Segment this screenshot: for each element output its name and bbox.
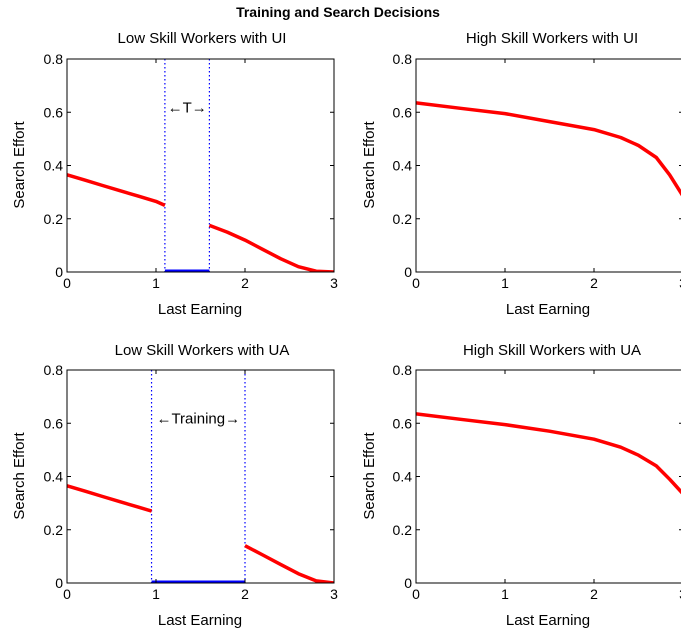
y-tick-label: 0.8	[393, 362, 413, 378]
y-tick-label: 0	[55, 575, 63, 591]
axes-box	[415, 369, 681, 584]
y-tick-label: 0.2	[44, 522, 64, 538]
plot-area	[416, 101, 681, 197]
plot-area	[67, 370, 334, 583]
x-tick-label: 2	[590, 586, 598, 602]
x-tick-label: 0	[63, 275, 71, 291]
y-tick-label: 0	[404, 575, 412, 591]
panel-title: High Skill Workers with UI	[466, 30, 638, 47]
x-tick-label: 3	[679, 275, 681, 291]
y-tick-label: 0.2	[44, 211, 64, 227]
panel-title: High Skill Workers with UA	[463, 342, 641, 359]
axes-box	[66, 58, 335, 273]
x-tick-label: 1	[152, 275, 160, 291]
x-axis-label: Last Earning	[506, 612, 590, 629]
y-tick-label: 0.4	[44, 469, 64, 485]
panel-high-skill-ui: High Skill Workers with UI Last Earning …	[361, 30, 681, 318]
x-tick-label: 0	[63, 586, 71, 602]
y-tick-label: 0.6	[393, 104, 413, 120]
x-tick-label: 0	[412, 275, 420, 291]
y-axis-label: Search Effort	[361, 121, 378, 209]
x-tick-label: 3	[330, 586, 338, 602]
plot-area	[67, 59, 334, 272]
y-axis-label: Search Effort	[11, 121, 28, 209]
panel-title: Low Skill Workers with UI	[118, 30, 287, 47]
search-effort-line-1	[416, 101, 681, 197]
search-effort-line-1	[67, 484, 153, 513]
search-effort-line-2	[208, 223, 334, 272]
x-axis-label: Last Earning	[158, 612, 242, 629]
x-tick-label: 1	[501, 275, 509, 291]
x-tick-label: 1	[152, 586, 160, 602]
x-tick-label: 2	[241, 275, 249, 291]
x-tick-label: 1	[501, 586, 509, 602]
figure-suptitle: Training and Search Decisions	[236, 4, 440, 20]
search-effort-line-2	[244, 544, 334, 583]
y-axis-label: Search Effort	[361, 432, 378, 520]
y-tick-label: 0.2	[393, 211, 413, 227]
y-tick-label: 0	[404, 264, 412, 280]
x-tick-label: 2	[241, 586, 249, 602]
y-tick-label: 0.6	[393, 415, 413, 431]
panel-low-skill-ui: Low Skill Workers with UI Last Earning S…	[11, 30, 338, 318]
search-effort-line-1	[416, 412, 681, 495]
y-tick-label: 0.8	[44, 51, 64, 67]
x-tick-label: 0	[412, 586, 420, 602]
training-annotation: ←T→	[168, 99, 207, 116]
panel-low-skill-ua: Low Skill Workers with UA Last Earning S…	[11, 342, 338, 629]
y-tick-label: 0.4	[393, 158, 413, 174]
y-tick-label: 0.4	[44, 158, 64, 174]
y-axis-label: Search Effort	[11, 432, 28, 520]
training-annotation: ←Training→	[156, 410, 240, 427]
plot-area	[416, 412, 681, 495]
x-axis-label: Last Earning	[506, 301, 590, 318]
panel-high-skill-ua: High Skill Workers with UA Last Earning …	[361, 342, 681, 629]
y-tick-label: 0.6	[44, 104, 64, 120]
search-effort-line-1	[67, 173, 166, 207]
panel-title: Low Skill Workers with UA	[115, 342, 290, 359]
axes-box	[66, 369, 335, 584]
x-tick-label: 2	[590, 275, 598, 291]
x-tick-label: 3	[330, 275, 338, 291]
y-tick-label: 0.8	[393, 51, 413, 67]
y-tick-label: 0.4	[393, 469, 413, 485]
x-axis-label: Last Earning	[158, 301, 242, 318]
axes-box	[415, 58, 681, 273]
y-tick-label: 0.2	[393, 522, 413, 538]
x-tick-label: 3	[679, 586, 681, 602]
y-tick-label: 0.8	[44, 362, 64, 378]
y-tick-label: 0.6	[44, 415, 64, 431]
y-tick-label: 0	[55, 264, 63, 280]
